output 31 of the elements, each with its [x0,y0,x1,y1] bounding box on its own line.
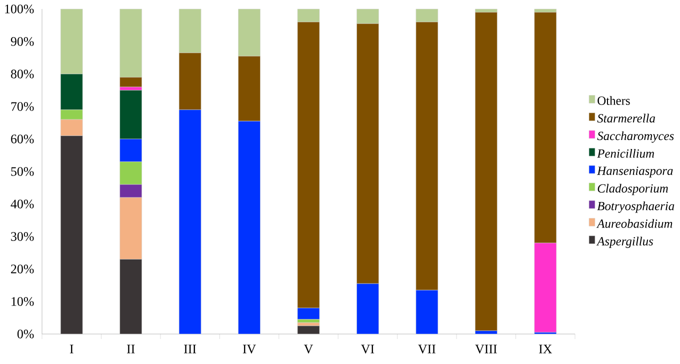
y-tick-label: 50% [11,167,34,176]
x-tick-label: III [184,344,196,354]
y-tick-label: 90% [10,37,34,46]
y-tick-label: 80% [10,70,34,78]
x-tick-label: VI [361,344,374,354]
x-tick-label: VIII [475,344,497,354]
legend-label: Botryosphaeria [597,201,674,213]
y-tick-label: 40% [10,200,34,208]
legend-label: Saccharomyces [597,131,674,143]
x-tick-label: V [304,344,314,354]
x-tick-label: I [70,344,74,354]
y-tick-label: 60% [11,134,34,144]
x-tick-label: IX [539,344,552,354]
legend-label: Hanseniaspora [596,166,673,178]
x-tick-label: II [126,344,135,354]
legend-label: Cladosporium [598,184,668,196]
legend-label: Others [598,96,630,105]
bar [297,326,320,334]
y-tick-label: 0% [17,330,34,338]
x-tick-label: IV [242,344,256,354]
legend-label: Penicillium [597,149,654,158]
y-tick-label: 100% [5,4,34,14]
y-tick-label: 10% [12,297,34,306]
y-tick-label: 20% [11,264,34,274]
x-tick-label: VII [418,344,436,354]
legend-label: Aureobasidium [596,219,672,228]
bar [475,12,498,331]
legend-label: Aspergillus [596,236,654,248]
y-tick-label: 30% [11,232,34,241]
legend-label: Starmerella [597,114,656,123]
y-tick-label: 70% [11,102,34,111]
